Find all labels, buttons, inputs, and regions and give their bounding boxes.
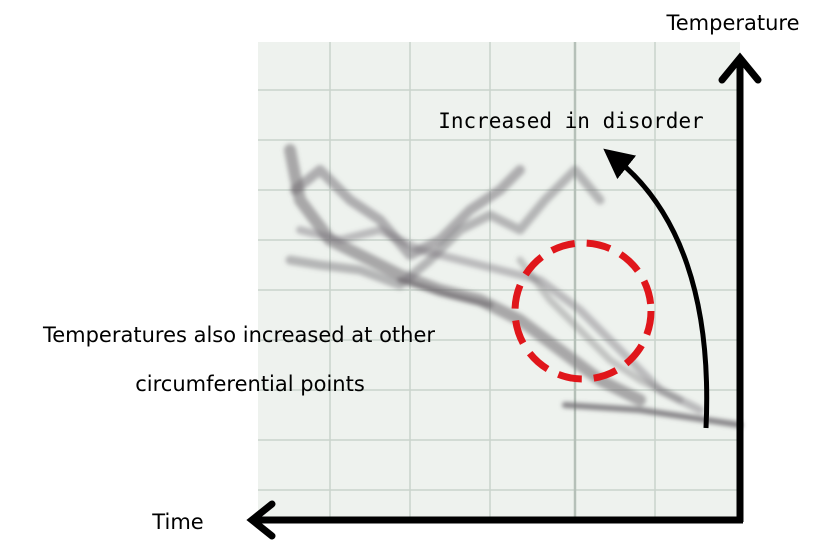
x-axis-arrowhead	[246, 500, 276, 540]
x-axis-label: Time	[151, 510, 203, 534]
arrow-note: Increased in disorder	[438, 109, 704, 133]
y-axis-label: Temperature	[665, 11, 799, 35]
temperature-traces	[284, 144, 743, 428]
y-axis-arrowhead	[718, 52, 762, 84]
circle-note-line: Temperatures also increased at other	[42, 323, 435, 347]
disorder-arrow	[603, 148, 710, 429]
highlight-circle	[511, 239, 655, 383]
circle-note-line: circumferential points	[135, 372, 365, 396]
